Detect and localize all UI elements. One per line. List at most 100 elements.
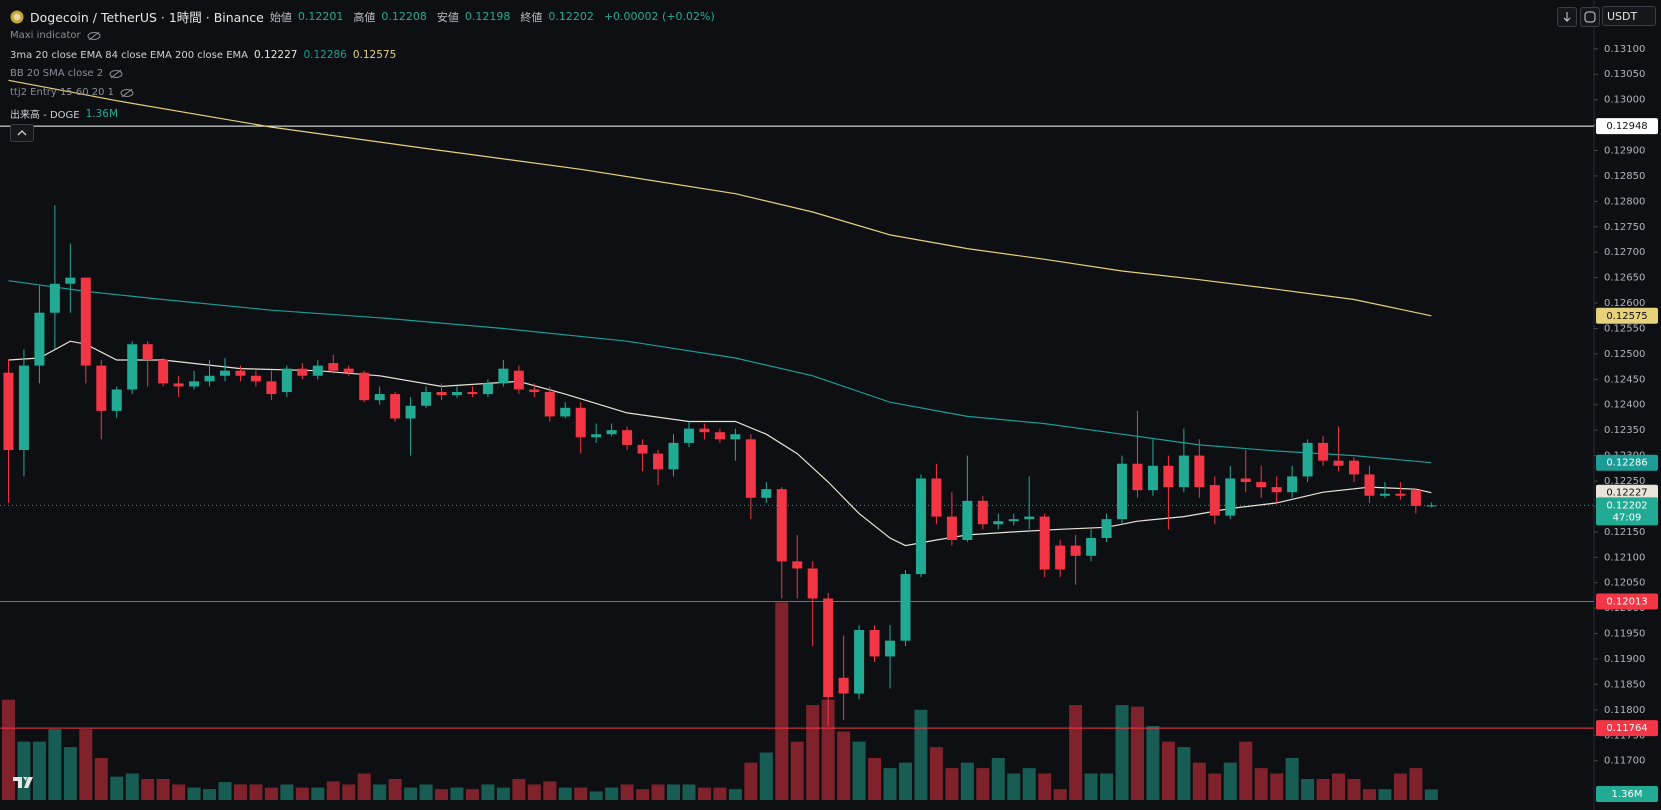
volume-bar [651, 784, 665, 800]
reset-icon [1584, 11, 1596, 23]
y-tick-label: 0.13000 [1604, 95, 1645, 106]
ema-value: 0.12286 [303, 49, 347, 61]
candle-body [683, 428, 694, 443]
volume-bar [543, 781, 557, 800]
candle-body [714, 432, 725, 440]
ema-tag-bg [1596, 454, 1658, 471]
candle-body [405, 405, 416, 419]
volume-tag: 1.36M [1612, 789, 1643, 800]
volume-bar [326, 781, 340, 800]
collapse-button[interactable] [10, 124, 34, 142]
candle-body [250, 375, 261, 382]
candle-body [962, 500, 973, 540]
y-tick-label: 0.12050 [1604, 578, 1645, 589]
y-tick-label: 0.12600 [1604, 298, 1645, 309]
volume-bar [481, 784, 495, 800]
indicator-row[interactable]: 3ma 20 close EMA 84 close EMA 200 close … [10, 49, 396, 61]
candle-body [3, 372, 14, 450]
volume-bar [697, 787, 711, 800]
candle-body [1287, 476, 1298, 493]
candle-body [49, 283, 60, 313]
volume-bar [759, 752, 773, 800]
volume-bar [1130, 706, 1144, 800]
candle-body [900, 574, 911, 641]
volume-bar [311, 787, 325, 800]
indicator-row[interactable]: ttj2 Entry 15 60 20 1 [10, 87, 134, 98]
level-tag-bg [1596, 593, 1658, 610]
volume-bar [1022, 768, 1036, 800]
candle-body [1055, 545, 1066, 570]
volume-bar [558, 787, 572, 800]
y-tick-label: 0.12850 [1604, 171, 1645, 182]
volume-bar [1115, 705, 1129, 800]
candle-body [1318, 442, 1329, 461]
candle-body [823, 598, 834, 698]
volume-bar [1208, 773, 1222, 800]
level-tag: 0.11764 [1606, 723, 1647, 734]
volume-bar [1285, 757, 1299, 800]
tv-logo [13, 777, 33, 788]
y-tick-label: 0.13100 [1604, 44, 1645, 55]
arrow-icon [1563, 12, 1571, 22]
candle-body [1348, 460, 1359, 475]
volume-bar [883, 768, 897, 800]
volume-bar [1146, 726, 1160, 800]
candle-body [1379, 493, 1390, 496]
level-tag-bg [1596, 118, 1658, 135]
countdown: 47:09 [1613, 512, 1642, 523]
candle-body [1039, 516, 1050, 570]
volume-bar [636, 789, 650, 800]
scroll-button[interactable] [1557, 7, 1577, 27]
candle-body [1194, 455, 1205, 488]
candle-body [1256, 482, 1267, 488]
high-value: 0.12208 [381, 10, 427, 23]
candle-body [312, 365, 323, 376]
volume-bar [713, 787, 727, 800]
candle-body [560, 407, 571, 417]
volume-bar [233, 784, 247, 800]
candle-body [328, 363, 339, 371]
symbol-title[interactable]: Dogecoin / TetherUS · 1時間 · Binance [30, 10, 264, 25]
hidden-icon[interactable] [109, 69, 123, 79]
ema-value: 0.12575 [352, 49, 397, 61]
ema-tag-bg [1596, 484, 1658, 501]
volume-bar [1053, 789, 1067, 800]
indicator-row[interactable]: BB 20 SMA close 2 [10, 68, 123, 79]
volume-bar [1, 699, 15, 800]
indicator-name: 出来高 - DOGE [10, 110, 80, 121]
volume-bar [852, 741, 866, 800]
candle-body [96, 365, 107, 411]
ema-line [8, 79, 1432, 317]
candle-body [1302, 442, 1313, 477]
level-tag: 0.12013 [1606, 597, 1647, 608]
hidden-icon[interactable] [87, 31, 101, 41]
volume-bar [929, 747, 943, 800]
ema-line [8, 340, 1432, 547]
candle-body [111, 389, 122, 411]
candle-body [699, 428, 710, 433]
indicator-row[interactable]: 出来高 - DOGE 1.36M [10, 106, 118, 122]
indicator-row[interactable]: Maxi indicator [10, 30, 101, 41]
volume-bar [1409, 768, 1423, 800]
y-tick-label: 0.11900 [1604, 654, 1645, 665]
hidden-icon[interactable] [120, 88, 134, 98]
y-tick-label: 0.13050 [1604, 69, 1645, 80]
y-tick-label: 0.11800 [1604, 705, 1645, 716]
candle-body [80, 277, 91, 366]
candle-body [297, 368, 308, 376]
currency-button[interactable]: USDT [1602, 6, 1656, 26]
candle-body [622, 430, 633, 445]
y-tick-label: 0.12350 [1604, 425, 1645, 436]
volume-bar [357, 773, 371, 800]
volume-bar [1069, 705, 1083, 800]
reset-button[interactable] [1580, 7, 1600, 27]
volume-tag-bg [1596, 786, 1658, 802]
y-tick-label: 0.12500 [1604, 349, 1645, 360]
candle-body [374, 394, 385, 401]
volume-bar [264, 787, 278, 800]
candle-body [745, 439, 756, 498]
candle-body [761, 489, 772, 498]
y-tick-label: 0.11850 [1604, 679, 1645, 690]
candle-body [529, 389, 540, 393]
